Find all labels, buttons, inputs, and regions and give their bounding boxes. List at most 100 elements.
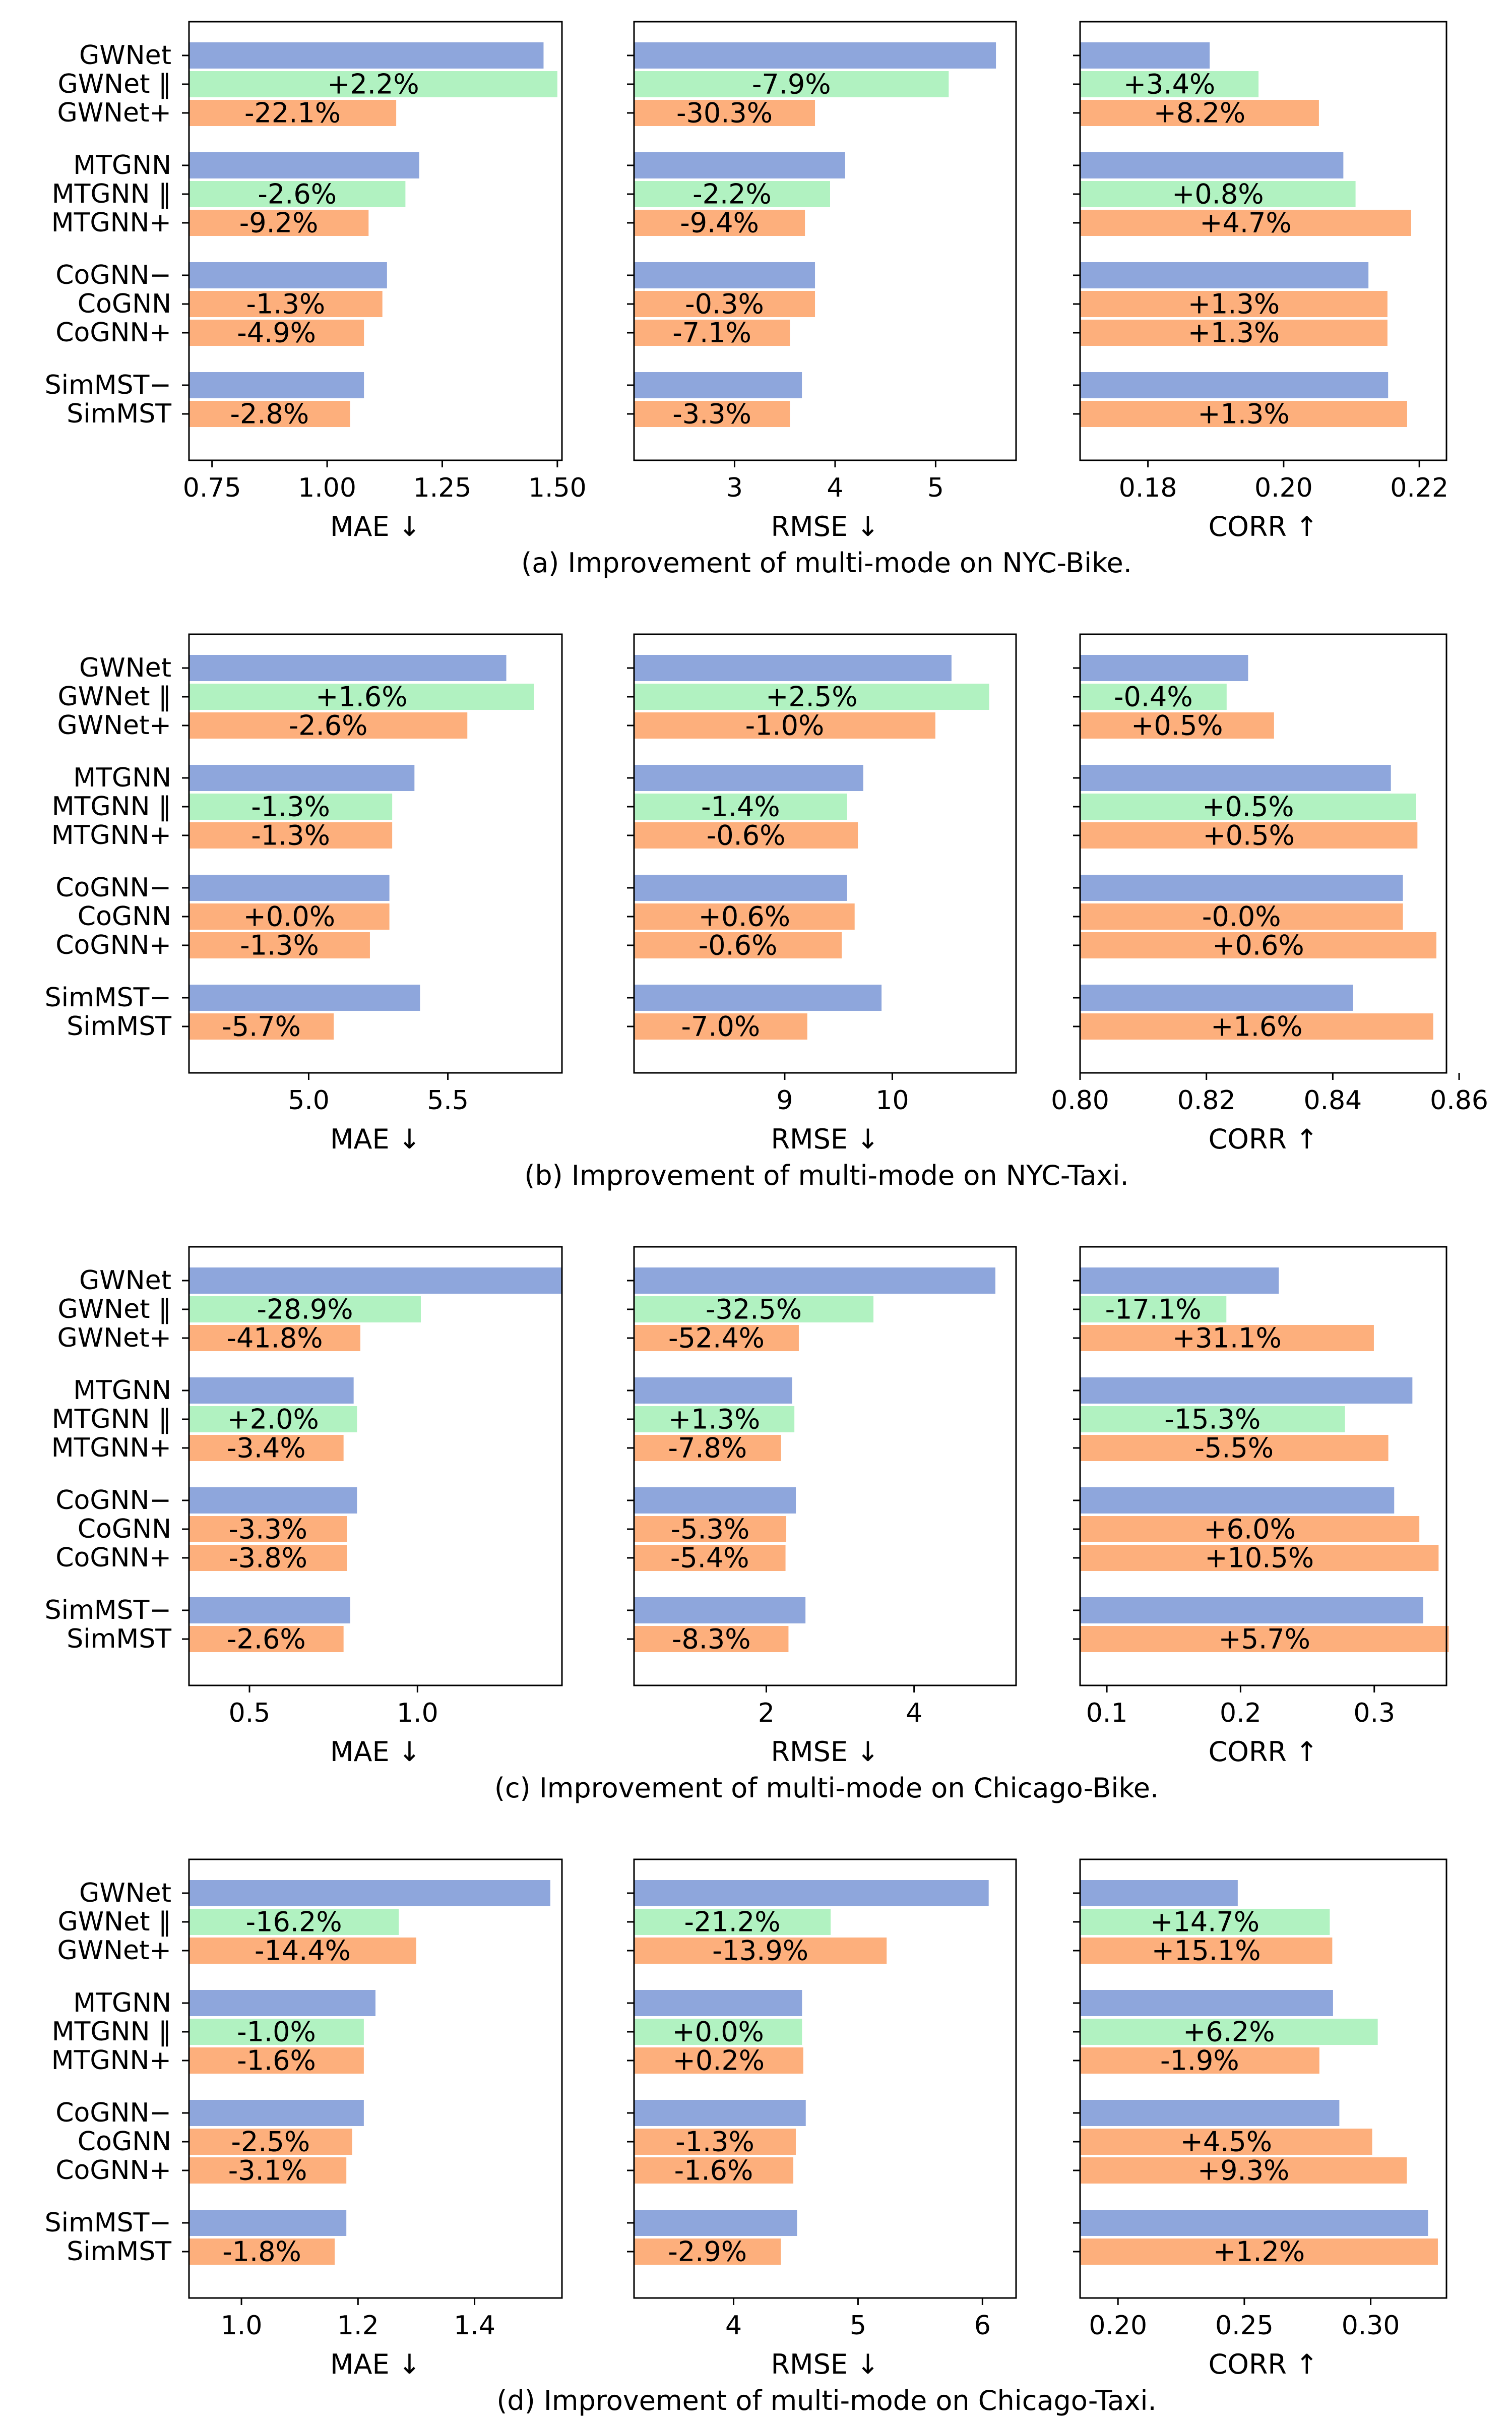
data-label: +2.5%	[766, 681, 857, 713]
data-label: -0.3%	[685, 288, 764, 320]
data-label: -4.9%	[237, 317, 316, 349]
x-tick-label: 3	[726, 473, 743, 503]
data-label: -8.3%	[672, 1623, 751, 1655]
data-label: -1.9%	[1160, 2045, 1239, 2077]
data-label: +10.5%	[1205, 1542, 1314, 1574]
bar	[189, 1880, 550, 1906]
data-label: -28.9%	[257, 1294, 353, 1325]
category-label: MTGNN+	[51, 820, 171, 851]
bar	[634, 42, 996, 69]
bar	[1080, 1545, 1439, 1571]
data-label: -32.5%	[706, 1294, 802, 1325]
data-label: -1.8%	[222, 2236, 301, 2268]
x-tick-label: 4	[906, 1698, 922, 1728]
bar	[634, 655, 952, 681]
x-tick-label: 1.25	[413, 473, 472, 503]
bar	[1080, 2129, 1372, 2155]
bar	[634, 100, 815, 126]
bar	[634, 2238, 781, 2265]
category-label: MTGNN ‖	[52, 1404, 171, 1434]
bar	[189, 210, 369, 236]
category-label: GWNet+	[57, 1935, 171, 1966]
bar	[1080, 1325, 1374, 1351]
bar	[1080, 210, 1411, 236]
bar	[634, 1990, 802, 2016]
axes-frame	[1079, 1246, 1447, 1686]
data-label: -52.4%	[668, 1322, 765, 1354]
bar	[634, 181, 830, 207]
x-tick-label: 5.0	[288, 1085, 330, 1116]
bar	[1080, 932, 1436, 958]
bar	[634, 401, 790, 427]
bar	[1080, 985, 1353, 1011]
axes-frame	[633, 633, 1017, 1074]
bar	[1080, 401, 1407, 427]
x-tick-label: 0.30	[1342, 2311, 1400, 2341]
data-label: +1.3%	[1188, 288, 1280, 320]
axes-frame	[188, 633, 563, 1074]
bar	[634, 71, 949, 97]
axes-frame	[1079, 21, 1447, 461]
bar	[189, 1325, 360, 1351]
bar	[1080, 1938, 1333, 1964]
bar	[634, 875, 847, 901]
category-label: MTGNN ‖	[52, 179, 171, 209]
bar	[189, 2210, 347, 2236]
bar	[1080, 1626, 1449, 1652]
bar	[189, 875, 390, 901]
x-tick-label: 0.1	[1086, 1698, 1128, 1728]
bar	[634, 1516, 787, 1542]
category-label: GWNet	[79, 40, 171, 71]
data-label: +1.6%	[1211, 1011, 1302, 1043]
bar	[634, 2100, 806, 2126]
category-label: MTGNN ‖	[52, 792, 171, 822]
x-axis-label: MAE ↓	[330, 1123, 421, 1155]
bar	[1080, 42, 1210, 69]
bar	[1080, 1013, 1433, 1040]
data-label: -9.2%	[239, 207, 319, 239]
x-tick-label: 0.18	[1119, 473, 1177, 503]
category-label: GWNet ‖	[57, 1907, 171, 1937]
data-label: -7.9%	[752, 69, 831, 100]
category-label: GWNet ‖	[57, 69, 171, 99]
bar	[1080, 100, 1319, 126]
x-tick-label: 0.84	[1303, 1085, 1362, 1116]
bar	[1080, 181, 1356, 207]
bar	[634, 1880, 989, 1906]
bar	[189, 712, 468, 739]
bar	[1080, 372, 1389, 398]
axes-frame	[188, 1858, 563, 2299]
bar	[189, 1938, 416, 1964]
category-label: MTGNN ‖	[52, 2017, 171, 2047]
data-label: +1.3%	[1198, 398, 1289, 430]
data-label: -30.3%	[676, 97, 773, 129]
x-tick-label: 0.22	[1390, 473, 1448, 503]
category-label: SimMST−	[45, 2208, 171, 2238]
bar	[1080, 1296, 1227, 1322]
data-label: +0.6%	[1212, 930, 1304, 961]
bar	[634, 684, 989, 710]
category-label: GWNet	[79, 1265, 171, 1296]
data-label: +0.5%	[1202, 791, 1294, 823]
bar	[1080, 1909, 1330, 1935]
x-tick-label: 0.75	[183, 473, 241, 503]
data-label: -2.6%	[289, 710, 368, 742]
bar	[634, 1435, 781, 1461]
data-label: -5.4%	[670, 1542, 749, 1574]
data-label: -3.4%	[227, 1432, 306, 1464]
category-label: CoGNN+	[55, 1543, 171, 1573]
category-label: MTGNN	[73, 150, 171, 180]
data-label: +2.0%	[227, 1404, 319, 1435]
data-label: -1.6%	[237, 2045, 316, 2077]
bar	[634, 1909, 831, 1935]
bar	[634, 2019, 802, 2045]
bar	[189, 2047, 364, 2074]
category-label: MTGNN+	[51, 1433, 171, 1463]
x-axis-label: MAE ↓	[330, 2348, 421, 2380]
data-label: +4.7%	[1200, 207, 1291, 239]
bar	[634, 822, 858, 849]
x-axis-label: MAE ↓	[330, 1736, 421, 1768]
data-label: -3.3%	[228, 1514, 307, 1545]
data-label: +1.2%	[1213, 2236, 1305, 2268]
